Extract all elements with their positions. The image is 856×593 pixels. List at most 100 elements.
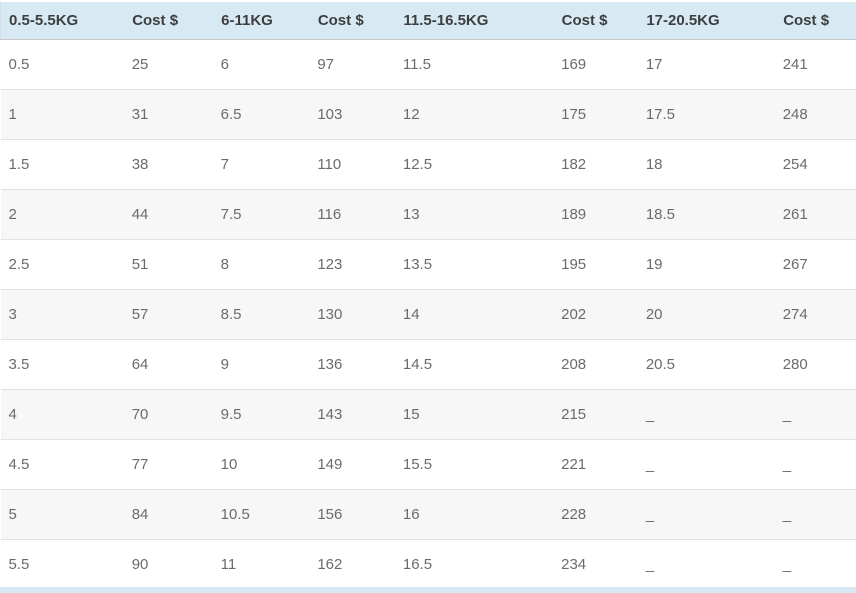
table-cell: _ [774,439,856,490]
table-row: 4 70 9.5 143 15 215 _ _ [0,389,856,440]
table-cell: 6.5 [212,89,310,140]
table-cell: 110 [309,139,395,190]
table-cell: _ [782,556,792,573]
table-cell: 228 [553,489,638,540]
table-cell: 9 [212,339,310,390]
table-cell: 3.5 [0,339,124,390]
table-cell: 8 [212,239,310,290]
table-row: 3 57 8.5 130 14 202 20 274 [0,289,856,340]
table-cell: 14 [394,289,554,340]
column-header: Cost $ [123,2,213,40]
table-cell: 15.5 [394,439,554,490]
table-cell: 195 [553,239,638,290]
table-cell: 3 [0,289,124,340]
table-cell: 11 [220,556,237,573]
table-cell: 13.5 [394,239,554,290]
table-row: 2.5 51 8 123 13.5 195 19 267 [0,239,856,290]
table-cell: 18.5 [637,189,775,240]
table-cell: 116 [309,189,395,240]
table-cell: 5 [0,489,124,540]
table-cell: 4.5 [0,439,124,490]
table-cell: 208 [553,339,638,390]
table-row: 5 84 10.5 156 16 228 _ _ [0,489,856,540]
table-header: 0.5-5.5KG Cost $6-11KG Cost $11.5-16.5KG Co… [0,2,856,40]
table-cell: 169 [553,39,638,90]
table-cell: _ [637,389,775,440]
table-cell: 136 [309,339,395,390]
table-cell: _ [774,489,856,540]
table-cell: 274 [774,289,856,340]
table-cell: 2 [0,189,124,240]
table-cell: 143 [309,389,395,440]
column-header: 17-20.5KG [637,2,775,40]
table-cell: 156 [309,489,395,540]
table-cell: 77 [123,439,213,490]
table-cell: 1.5 [0,139,124,190]
table-cell: _ [645,556,655,573]
table-cell: 18 [637,139,775,190]
table-cell: 17 [637,39,775,90]
table-cell: 14.5 [394,339,554,390]
table-cell: 2.5 [0,239,124,290]
column-header: Cost $ [774,2,856,40]
table-cell: 51 [123,239,213,290]
table-cell: 130 [309,289,395,340]
table-row: 0.5 25 6 97 11.5 169 17 241 [0,39,856,90]
table-cell: 19 [637,239,775,290]
table-body: 0.5 25 6 97 11.5 169 17 241 1 31 6.5 103 12 175 17.5 24… [0,39,856,590]
table-cell: 11.5 [394,39,554,90]
table-cell: 7.5 [212,189,310,240]
table-cell: 241 [774,39,856,90]
table-cell: 44 [123,189,213,240]
table-cell: 84 [123,489,213,540]
table-cell: 10 [212,439,310,490]
column-header: 6-11KG [212,2,310,40]
table-cell: 90 [131,556,149,573]
table-row: 2 44 7.5 116 13 189 18.5 261 [0,189,856,240]
table-header-row: 0.5-5.5KG Cost $6-11KG Cost $11.5-16.5KG Co… [0,2,856,40]
table-cell: 149 [309,439,395,490]
table-cell: 20 [637,289,775,340]
table-row: 3.5 64 9 136 14.5 208 20.5 280 [0,339,856,390]
table-row: 1.5 38 7 110 12.5 182 18 254 [0,139,856,190]
table-cell: 16.5 [402,556,433,573]
table-cell: _ [637,439,775,490]
column-header: Cost $ [552,2,638,40]
table-cell: 25 [123,39,213,90]
table-cell: 5.5 [8,556,30,573]
table-cell: 97 [309,39,395,90]
table-cell: _ [774,389,856,440]
table-cell: 12.5 [394,139,554,190]
table-cell: 234 [561,556,587,573]
table-cell: 70 [123,389,213,440]
table-cell: 4 [0,389,124,440]
table-cell: 182 [553,139,638,190]
table-row: 5.5 90 11 162 16.5 234 _ _ [1,540,856,590]
table-cell: 9.5 [212,389,310,440]
table-cell: 221 [553,439,638,490]
table-cell: 10.5 [212,489,310,540]
table-cell: 248 [774,89,856,140]
table-cell: 38 [123,139,213,190]
table-cell: 6 [212,39,310,90]
table-cell: 1 [0,89,124,140]
table-cell: 254 [774,139,856,190]
column-header: 11.5-16.5KG [394,2,554,40]
table-cell: 280 [774,339,856,390]
table-cell: 31 [123,89,213,140]
table-cell: 13 [394,189,554,240]
table-cell: 267 [774,239,856,290]
column-header: Cost $ [308,2,395,40]
table-cell: 0.5 [0,39,124,90]
table-row: 1 31 6.5 103 12 175 17.5 248 [0,89,856,140]
table-cell: 175 [553,89,638,140]
table-row: 4.5 77 10 149 15.5 221 _ _ [0,439,856,490]
table-cell: 16 [394,489,554,540]
table-cell: 8.5 [212,289,310,340]
table-cell: 12 [394,89,554,140]
table-cell: _ [637,489,775,540]
column-header: 0.5-5.5KG [0,2,124,40]
